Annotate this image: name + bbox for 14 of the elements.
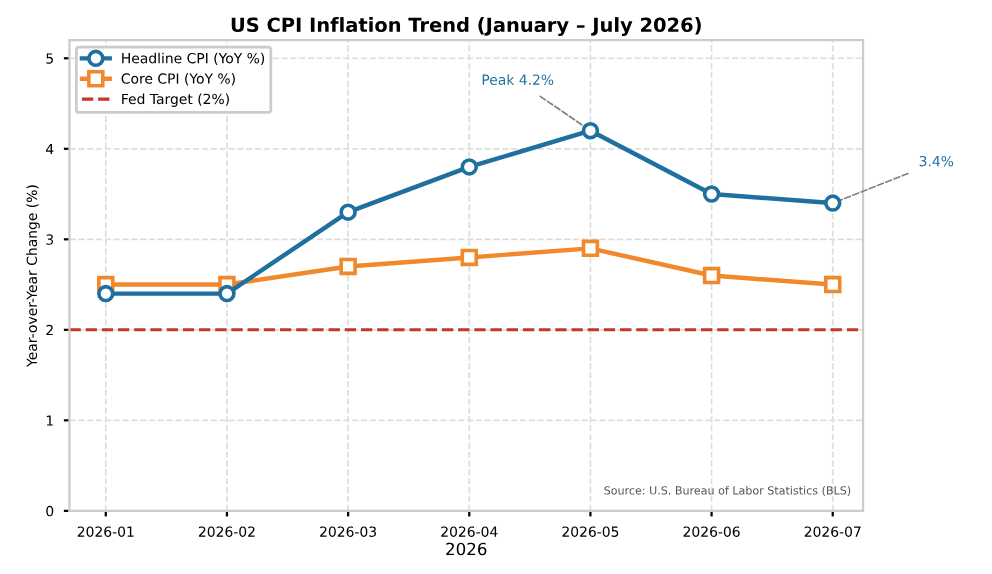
point [581,121,600,140]
point [460,248,479,267]
point [824,275,842,294]
point [339,257,357,276]
point [702,185,721,203]
point [339,203,357,221]
point [460,158,479,176]
chart-title: US CPI Inflation Trend (January – July 2026) [231,17,701,37]
point [218,284,236,303]
point [824,194,842,212]
point [97,284,115,303]
point [581,239,600,258]
x-axis-title: 2026 [446,542,487,556]
point [702,266,721,285]
